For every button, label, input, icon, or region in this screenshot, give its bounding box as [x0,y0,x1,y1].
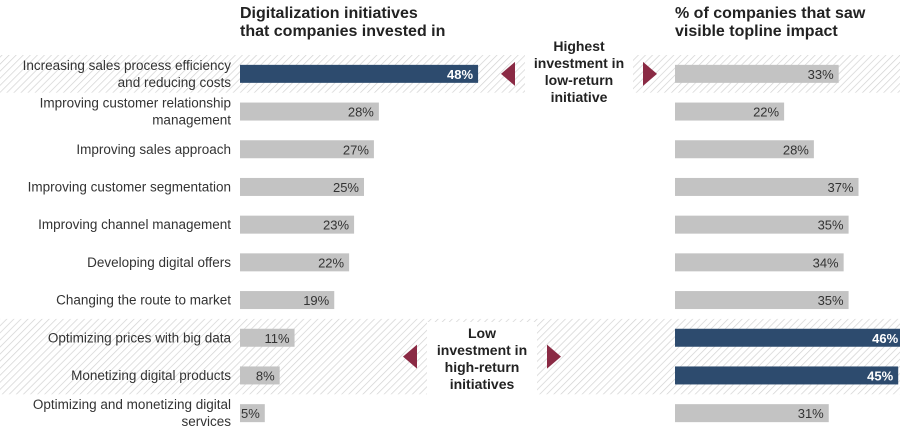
right-value-label-4: 35% [818,218,844,233]
right-series-title: % of companies that saw visible topline i… [675,5,866,40]
category-label-9-line-1: services [181,414,231,429]
left-value-label-7: 11% [264,331,289,346]
left-bar-0 [240,64,479,83]
category-label-1-line-1: management [152,113,231,128]
right-series-title-line-1: visible topline impact [675,23,838,40]
category-label-4-line-0: Improving channel management [38,217,231,232]
right-value-label-5: 34% [813,255,839,270]
category-label-8-line-0: Monetizing digital products [71,368,231,383]
series-titles: Digitalization initiatives that companies… [240,5,866,40]
category-label-0-line-0: Increasing sales process efficiency [23,58,232,73]
right-value-label-9: 31% [798,406,824,421]
category-label-2: Improving sales approach [76,142,231,157]
annotation-text-1-line-3: initiatives [450,376,515,392]
category-label-1-line-0: Improving customer relationship [40,96,231,111]
left-arrow-icon-1 [403,344,417,369]
right-bar-4 [675,215,849,234]
annotation-text-0-line-1: investment in [534,55,624,71]
annotation-text-0-line-3: initiative [551,89,608,105]
category-label-9-line-0: Optimizing and monetizing digital [33,397,231,412]
category-label-7: Optimizing prices with big data [48,330,232,345]
left-value-label-8: 8% [256,368,275,383]
right-bar-5 [675,253,844,272]
right-bar-9 [675,404,829,423]
right-value-label-7: 46% [872,331,898,346]
left-bar-1 [240,102,379,121]
left-value-label-3: 25% [333,180,359,195]
annotation-text-1-line-2: high-return [445,359,520,375]
right-value-label-3: 37% [827,180,853,195]
right-bar-8 [675,366,899,385]
annotation-text-0-line-0: Highest [553,38,605,54]
right-bar-0 [675,64,839,83]
left-value-label-1: 28% [348,105,374,120]
left-bar-5 [240,253,350,272]
annotation-text-0-line-2: low-return [545,72,613,88]
right-series-bars: 33% 22% 28% 37% 35% 34% 35% 46% 45% 31% [675,64,900,423]
category-label-3-line-0: Improving customer segmentation [28,179,231,194]
left-value-label-2: 27% [343,142,369,157]
left-arrow-icon-0 [501,61,515,86]
left-bar-4 [240,215,355,234]
annotation-box-0 [525,35,633,111]
right-value-label-6: 35% [818,293,844,308]
left-series-title-line-1: that companies invested in [240,23,445,40]
left-bar-9 [240,404,265,423]
category-label-0: Increasing sales process efficiency and r… [23,58,232,90]
left-value-label-9: 5% [241,406,260,421]
right-bar-3 [675,177,859,196]
category-label-5-line-0: Developing digital offers [87,255,231,270]
right-arrow-icon-1 [547,344,561,369]
left-bar-3 [240,177,364,196]
annotation-text-1-line-0: Low [468,325,496,341]
category-label-3: Improving customer segmentation [28,179,231,194]
category-label-7-line-0: Optimizing prices with big data [48,330,232,345]
annotation-text-0: Highest investment in low-return initiative [534,38,624,105]
right-bar-1 [675,102,785,121]
left-value-label-5: 22% [318,255,344,270]
right-bar-6 [675,291,849,310]
category-label-1: Improving customer relationship managemen… [40,96,232,128]
annotation-box-1 [427,322,537,398]
category-label-8: Monetizing digital products [71,368,231,383]
left-series-bars: 48% 28% 27% 25% 23% 22% 19% 11% 8% 5% [240,64,479,423]
right-arrow-icon-0 [643,61,657,86]
category-label-0-line-1: and reducing costs [118,75,232,90]
left-bar-7 [240,328,295,347]
category-label-4: Improving channel management [38,217,231,232]
right-value-label-0: 33% [808,67,834,82]
category-label-9: Optimizing and monetizing digital service… [33,397,231,429]
right-series-title-line-0: % of companies that saw [675,5,866,22]
annotation-text-1-line-1: investment in [437,342,527,358]
left-value-label-4: 23% [323,218,349,233]
annotation-text-1: Low investment in high-return initiatives [437,325,527,392]
left-bar-2 [240,140,374,159]
category-label-5: Developing digital offers [87,255,231,270]
category-label-6-line-0: Changing the route to market [56,293,231,308]
left-value-label-0: 48% [447,67,473,82]
category-label-2-line-0: Improving sales approach [76,142,231,157]
annotations: Highest investment in low-return initiative… [403,35,657,398]
category-labels: Increasing sales process efficiency and r… [23,58,232,429]
right-bar-7 [675,328,900,347]
right-bar-2 [675,140,814,159]
left-bar-8 [240,366,280,385]
category-label-6: Changing the route to market [56,293,231,308]
left-value-label-6: 19% [303,293,329,308]
right-value-label-2: 28% [783,142,809,157]
right-value-label-8: 45% [867,368,893,383]
left-bar-6 [240,291,335,310]
left-series-title-line-0: Digitalization initiatives [240,5,418,22]
left-series-title: Digitalization initiatives that companies… [240,5,445,40]
right-value-label-1: 22% [753,105,779,120]
